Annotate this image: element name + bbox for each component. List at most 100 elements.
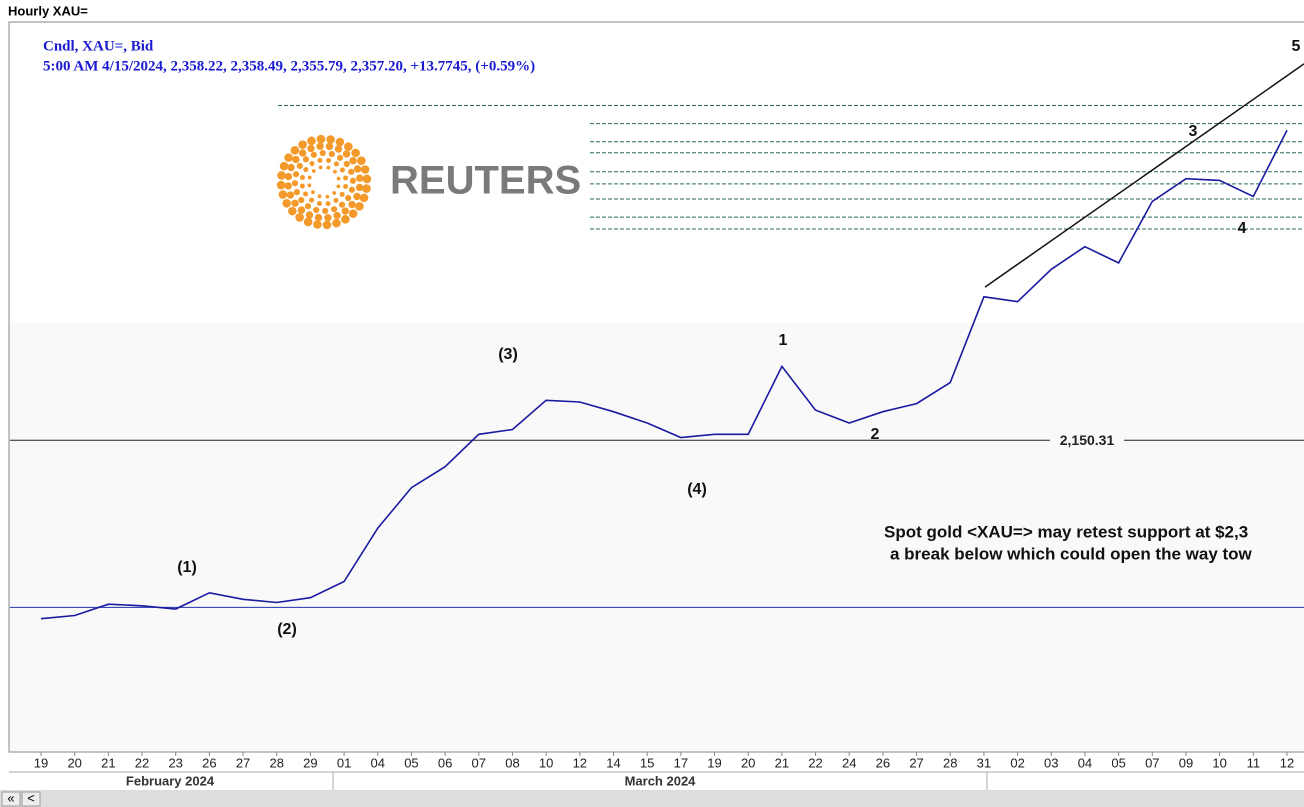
logo-dot [284,182,292,190]
logo-dot [314,213,323,222]
logo-dot [331,206,338,213]
logo-dot [348,209,358,218]
x-tick-label: 12 [1280,755,1294,770]
trendline [984,63,1304,288]
logo-dot [313,220,322,229]
month-label: March 2024 [625,773,697,788]
x-tick-label: 01 [337,755,351,770]
x-tick-label: 20 [741,755,755,770]
x-tick-label: 07 [472,755,486,770]
logo-dot [278,190,288,199]
logo-dot [284,172,293,181]
annotation: Spot gold <XAU=> may retest support at $… [884,522,1248,541]
logo-dot [338,201,346,208]
x-tick-label: 24 [842,755,856,770]
logo-dot [342,150,351,158]
x-tick-label: 10 [539,755,553,770]
x-tick-label: 22 [808,755,822,770]
logo-dot [311,190,315,195]
reference-label: 2,150.31 [1060,432,1115,448]
x-tick-label: 27 [909,755,923,770]
x-tick-label: 07 [1145,755,1159,770]
wave-label: 5 [1292,38,1301,55]
x-tick-label: 19 [34,755,48,770]
logo-dot [325,142,334,151]
x-tick-label: 21 [101,755,115,770]
logo-dot [302,156,310,163]
x-tick-label: 20 [67,755,81,770]
logo-dot [325,201,331,207]
x-tick-label: 02 [1010,755,1024,770]
logo-dot [316,142,324,150]
logo-dot [353,165,362,173]
logo-dot [282,199,291,208]
logo-dot [332,191,337,195]
logo-dot [298,140,307,149]
logo-dot [298,196,305,204]
logo-dot [333,169,337,174]
logo-dot [292,155,300,164]
logo-dot [333,211,341,220]
scroll-prev[interactable] [21,791,41,807]
logo-dot [309,161,315,167]
logo-dot [310,151,317,158]
x-tick-label: 14 [606,755,620,770]
logo-dot [288,206,297,216]
logo-dot [336,154,344,161]
logo-dot [334,145,343,153]
logo-dot [299,149,307,157]
logo-dot [325,194,330,199]
reference-label-bg [1050,431,1124,450]
month-label: February 2024 [126,773,215,788]
logo-dot [333,197,339,203]
scrollbar[interactable] [0,790,1304,807]
x-tick-label: 28 [269,755,283,770]
logo-dot [359,193,369,203]
logo-dot [305,211,314,219]
logo-dot [309,197,315,203]
logo-dot [307,144,315,153]
logo-dot [326,135,335,144]
logo-dot [343,184,349,190]
logo-dot [286,191,295,199]
logo-dot [357,156,366,165]
logo-dot [326,165,331,170]
logo-dot [322,220,332,230]
x-tick-label: 26 [202,755,216,770]
logo-dot [355,183,364,192]
logo-dot [328,150,335,158]
logo-dot [343,175,349,181]
annotation: a break below which could open the way t… [890,544,1253,563]
logo-dot [353,192,361,201]
scroll-first-icon[interactable]: « [7,790,14,805]
wave-label: 2 [871,426,880,443]
logo-dot [303,167,309,173]
x-tick-label: 10 [1212,755,1226,770]
x-tick-label: 31 [977,755,991,770]
scroll-first[interactable] [1,791,21,807]
wave-label: 4 [1238,220,1247,237]
logo-dot [292,171,300,178]
x-tick-label: 09 [1179,755,1193,770]
logo-dot [355,202,364,211]
price-line [40,129,1288,620]
logo-dot [348,186,356,193]
logo-dot [349,157,357,165]
logo-dot [303,191,309,197]
x-tick-label: 19 [707,755,721,770]
logo-dot [287,163,295,172]
logo-dot [345,194,352,202]
x-tick-label: 04 [371,755,385,770]
x-tick-label: 03 [1044,755,1058,770]
logo-dot [333,161,339,167]
logo-dot [276,180,286,190]
wave-label: 3 [1189,123,1198,140]
scroll-prev-icon[interactable]: < [27,790,35,805]
x-tick-label: 23 [168,755,182,770]
logo-dot [362,184,371,193]
x-tick-label: 05 [404,755,418,770]
logo-dot [341,207,349,215]
x-tick-label: 22 [135,755,149,770]
legend-line: 5:00 AM 4/15/2024, 2,358.22, 2,358.49, 2… [43,58,535,74]
